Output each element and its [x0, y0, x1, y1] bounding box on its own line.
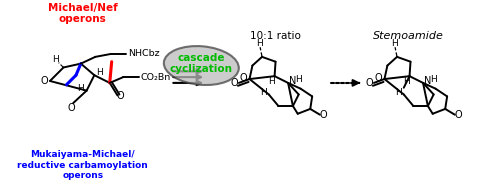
Text: 10:1 ratio: 10:1 ratio — [250, 31, 301, 41]
Text: H: H — [78, 84, 84, 93]
Text: H: H — [256, 39, 262, 48]
Text: O: O — [320, 110, 328, 120]
Text: Stemoamide: Stemoamide — [373, 31, 444, 41]
Text: H: H — [404, 77, 410, 86]
Text: H: H — [296, 75, 302, 84]
Text: H: H — [268, 77, 275, 86]
Text: CO₂Bn: CO₂Bn — [140, 73, 171, 82]
Text: Mukaiyama-Michael/
reductive carbamoylation
operons: Mukaiyama-Michael/ reductive carbamoylat… — [18, 150, 148, 180]
Text: H: H — [96, 68, 102, 77]
Text: NHCbz: NHCbz — [128, 49, 160, 58]
Ellipse shape — [164, 46, 239, 85]
Text: O: O — [230, 78, 238, 88]
Text: Michael/Nef
operons: Michael/Nef operons — [48, 3, 117, 25]
Text: O: O — [375, 73, 382, 83]
Text: O: O — [40, 76, 48, 86]
Text: O: O — [365, 78, 373, 88]
Text: O: O — [68, 103, 75, 113]
Text: N: N — [289, 76, 296, 86]
Text: cascade
cyclization: cascade cyclization — [170, 53, 233, 74]
Text: H: H — [260, 88, 268, 97]
Text: O: O — [116, 91, 124, 101]
Text: O: O — [240, 73, 248, 83]
Text: N: N — [424, 76, 432, 86]
Text: H: H — [396, 88, 402, 97]
Text: O: O — [455, 110, 462, 120]
Text: H: H — [52, 55, 59, 64]
Text: H: H — [430, 75, 437, 84]
Text: H: H — [390, 39, 398, 48]
